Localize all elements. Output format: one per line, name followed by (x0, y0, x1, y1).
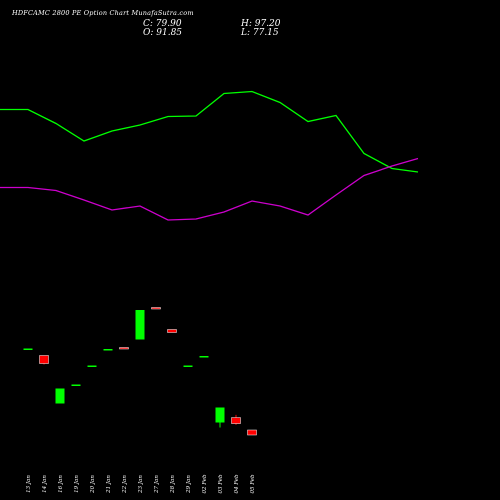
candle-body (55, 388, 65, 404)
line-green (0, 90, 419, 173)
close-value: C: 79.90 (143, 19, 182, 29)
low-value: L: 77.15 (241, 28, 279, 38)
candle-body (39, 355, 49, 364)
candle-body (119, 347, 129, 350)
x-tick-label: 21 Jan (106, 475, 112, 494)
line-magenta (0, 157, 419, 221)
x-tick-label: 23 Jan (138, 475, 144, 494)
x-tick-label: 27 Jan (154, 475, 160, 494)
open-value: O: 91.85 (143, 28, 183, 38)
x-tick-label: 14 Jan (42, 475, 48, 493)
x-tick-label: 02 Feb (202, 474, 208, 494)
x-tick-label: 04 Feb (234, 474, 240, 494)
x-tick-label: 28 Jan (170, 475, 176, 494)
candle-body (23, 348, 33, 350)
x-tick-label: 03 Feb (218, 474, 224, 494)
candle-body (199, 356, 209, 358)
candle-body (87, 365, 97, 367)
x-tick-label: 19 Jan (74, 475, 80, 493)
candle-body (247, 429, 257, 436)
candle-body (167, 329, 177, 333)
x-tick-label: 29 Jan (186, 475, 192, 494)
candle-body (151, 307, 161, 310)
x-tick-label: 13 Jan (26, 475, 32, 493)
x-tick-label: 05 Feb (250, 474, 256, 494)
candle-body (103, 349, 113, 351)
x-tick-label: 20 Jan (90, 475, 96, 494)
candle-body (231, 417, 241, 424)
candle-body (183, 365, 193, 367)
chart-title: HDFCAMC 2800 PE Option Chart MunafaSutra… (12, 9, 194, 17)
candle-body (215, 407, 225, 423)
candle-body (135, 310, 145, 340)
x-tick-label: 16 Jan (58, 475, 64, 493)
high-value: H: 97.20 (241, 19, 281, 29)
candle-body (71, 384, 81, 386)
x-tick-label: 22 Jan (122, 475, 128, 494)
